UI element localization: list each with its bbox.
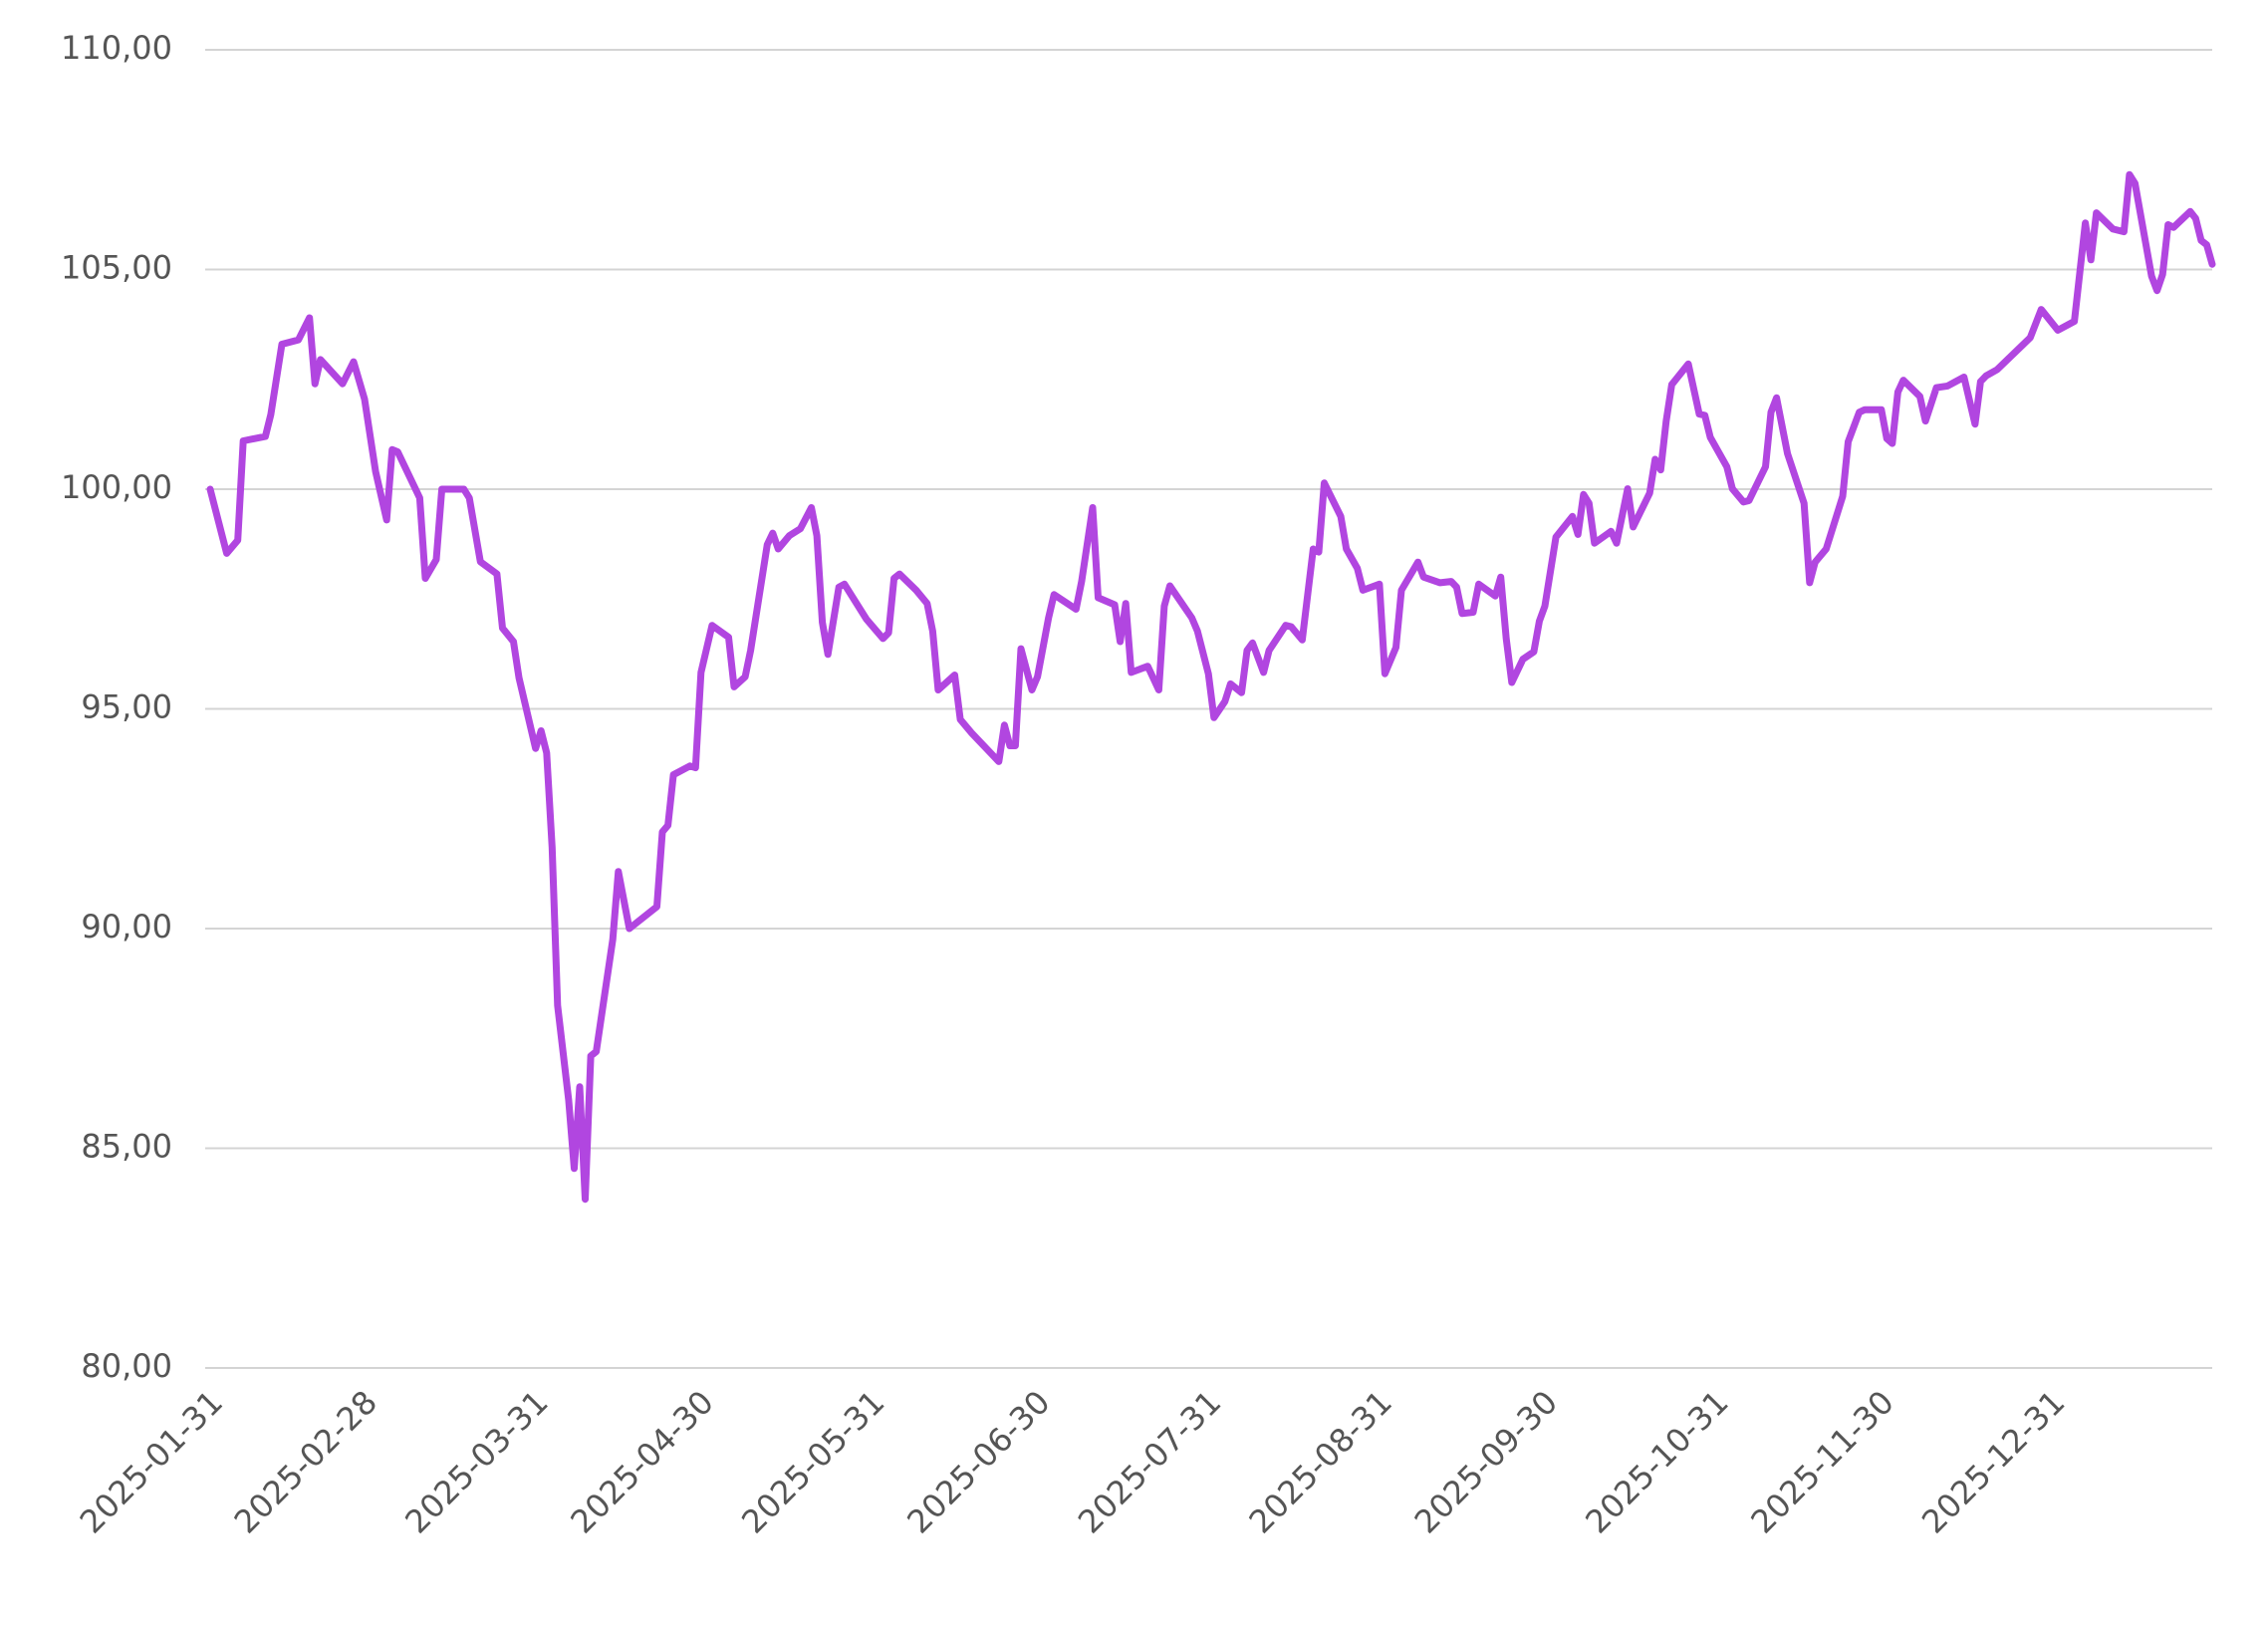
x-tick-label: 2025-01-31 bbox=[73, 1383, 230, 1540]
x-tick-label: 2025-07-31 bbox=[1071, 1383, 1228, 1540]
x-tick-label: 2025-06-30 bbox=[899, 1383, 1057, 1540]
x-tick-label: 2025-11-30 bbox=[1743, 1383, 1900, 1540]
y-tick-label: 85,00 bbox=[81, 1128, 172, 1166]
y-tick-label: 110,00 bbox=[61, 29, 172, 67]
x-tick-label: 2025-10-31 bbox=[1578, 1383, 1735, 1540]
x-tick-label: 2025-12-31 bbox=[1914, 1383, 2072, 1540]
y-tick-label: 80,00 bbox=[81, 1347, 172, 1385]
x-tick-label: 2025-09-30 bbox=[1407, 1383, 1565, 1540]
price-line bbox=[206, 170, 2216, 1204]
y-tick-label: 90,00 bbox=[81, 908, 172, 946]
x-tick-label: 2025-08-31 bbox=[1242, 1383, 1399, 1540]
x-tick-label: 2025-03-31 bbox=[397, 1383, 555, 1540]
y-tick-label: 100,00 bbox=[61, 468, 172, 506]
y-tick-label: 105,00 bbox=[61, 249, 172, 287]
x-tick-label: 2025-04-30 bbox=[563, 1383, 720, 1540]
y-tick-label: 95,00 bbox=[81, 688, 172, 726]
x-tick-label: 2025-02-28 bbox=[227, 1383, 384, 1540]
x-tick-label: 2025-05-31 bbox=[734, 1383, 891, 1540]
